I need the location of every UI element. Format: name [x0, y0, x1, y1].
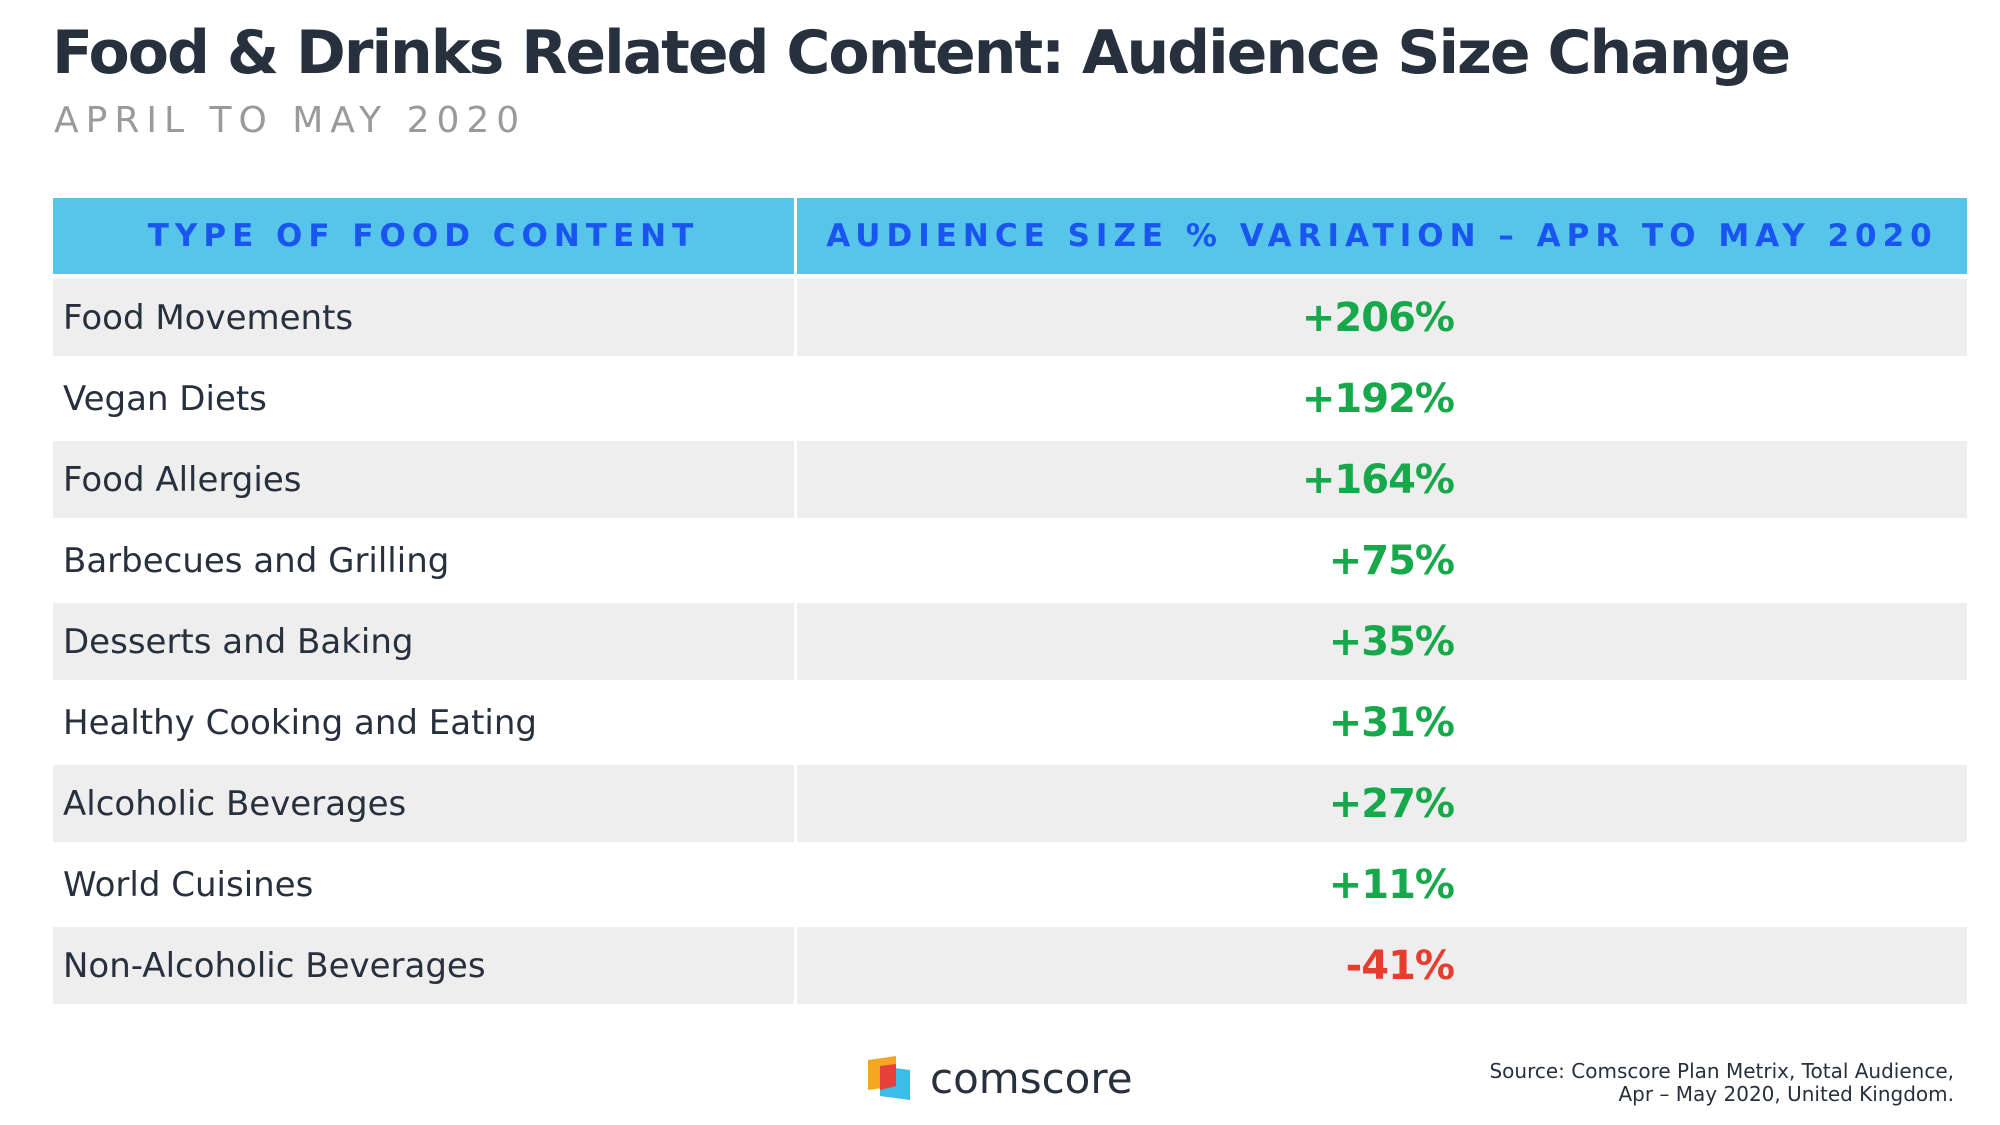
row-category-label: Desserts and Baking — [53, 603, 797, 680]
row-variation-value: +192% — [1301, 375, 1455, 422]
table-row: World Cuisines +11% — [53, 846, 1967, 923]
row-category-label: Food Movements — [53, 279, 797, 356]
row-variation-value: +206% — [1301, 294, 1455, 341]
table-header: TYPE OF FOOD CONTENT AUDIENCE SIZE % VAR… — [53, 198, 1967, 274]
row-category-label: Healthy Cooking and Eating — [63, 702, 537, 743]
row-category-label: World Cuisines — [63, 864, 314, 905]
table-row: Healthy Cooking and Eating +31% — [53, 684, 1967, 761]
source-line-2: Apr – May 2020, United Kingdom. — [1618, 1082, 1954, 1106]
table-row: Food Allergies +164% — [53, 441, 1967, 518]
row-category-label: Non-Alcoholic Beverages — [53, 927, 797, 1004]
table-row: Non-Alcoholic Beverages -41% — [53, 927, 1967, 1004]
comscore-logo: comscore — [866, 1054, 1133, 1103]
row-variation-value: -41% — [1345, 942, 1455, 989]
row-variation-value: +164% — [1301, 456, 1455, 503]
table-row: Vegan Diets +192% — [53, 360, 1967, 437]
row-variation-value: +75% — [1328, 537, 1455, 584]
column-header-content-type: TYPE OF FOOD CONTENT — [53, 198, 797, 274]
chart-subtitle: APRIL TO MAY 2020 — [54, 100, 527, 141]
table-row: Food Movements +206% — [53, 279, 1967, 356]
row-category-label: Barbecues and Grilling — [63, 540, 450, 581]
comscore-logo-text: comscore — [930, 1054, 1133, 1103]
source-note: Source: Comscore Plan Metrix, Total Audi… — [1489, 1060, 1954, 1106]
row-variation-value: +35% — [1328, 618, 1455, 665]
table-row: Alcoholic Beverages +27% — [53, 765, 1967, 842]
column-header-variation: AUDIENCE SIZE % VARIATION – APR TO MAY 2… — [826, 218, 1938, 254]
table-row: Barbecues and Grilling +75% — [53, 522, 1967, 599]
row-category-label: Food Allergies — [53, 441, 797, 518]
table-row: Desserts and Baking +35% — [53, 603, 1967, 680]
row-variation-value: +11% — [1328, 861, 1455, 908]
row-category-label: Alcoholic Beverages — [53, 765, 797, 842]
row-variation-value: +31% — [1328, 699, 1455, 746]
row-category-label: Vegan Diets — [63, 378, 267, 419]
source-line-1: Source: Comscore Plan Metrix, Total Audi… — [1489, 1059, 1954, 1083]
row-variation-value: +27% — [1328, 780, 1455, 827]
audience-table: TYPE OF FOOD CONTENT AUDIENCE SIZE % VAR… — [53, 198, 1967, 1008]
chart-title: Food & Drinks Related Content: Audience … — [52, 18, 1791, 88]
comscore-logo-icon — [868, 1055, 910, 1100]
table-body: Food Movements +206% Vegan Diets +192% Food … — [53, 279, 1967, 1004]
